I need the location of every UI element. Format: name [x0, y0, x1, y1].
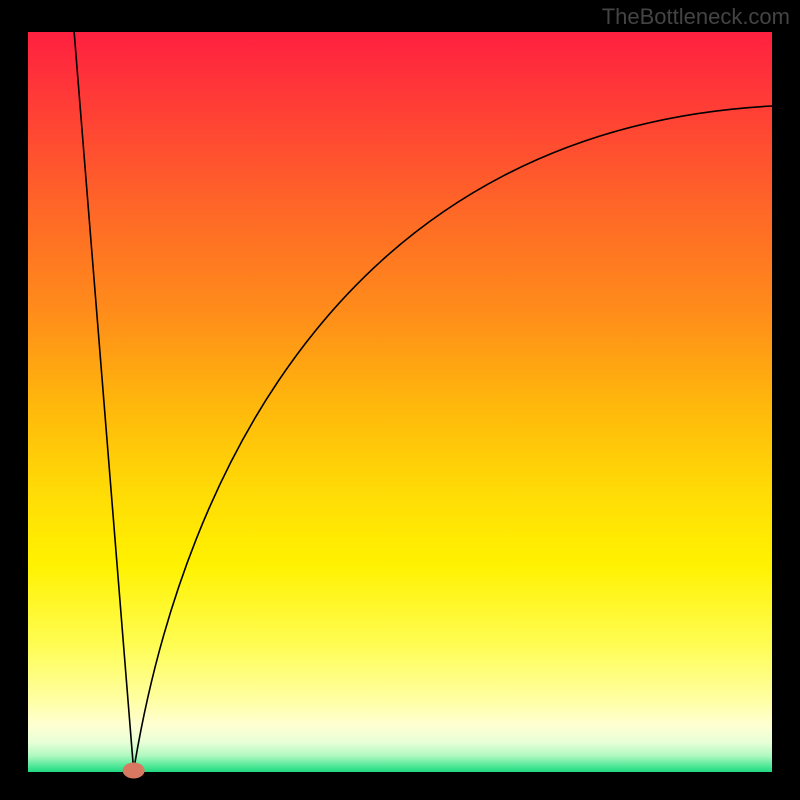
bottleneck-chart	[0, 0, 800, 800]
optimum-marker	[123, 763, 145, 779]
watermark-label: TheBottleneck.com	[602, 4, 790, 30]
plot-area	[28, 32, 772, 772]
chart-container: TheBottleneck.com	[0, 0, 800, 800]
